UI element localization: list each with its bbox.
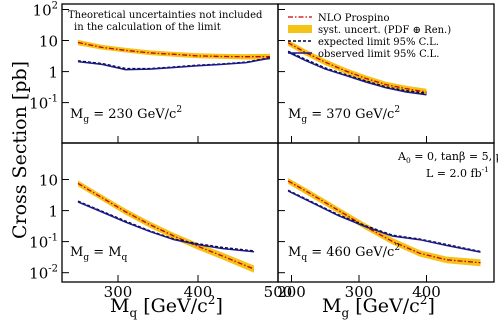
panel-bottom-right-frame: [277, 142, 495, 283]
params-line-1: A0 = 0, tanβ = 5, μ<0: [397, 150, 498, 165]
expected-limit-line: [77, 200, 255, 252]
panel-top-left: [77, 39, 271, 71]
y-tick-label: 1: [48, 203, 58, 221]
x-tick-label: 300: [345, 283, 374, 301]
x-axis-title-left: Mq [GeV/c2]: [110, 293, 223, 320]
note-line-1: Theoretical uncertainties not included: [68, 10, 263, 21]
theory-line: [287, 180, 481, 264]
panel-bottom-left-frame: [61, 142, 279, 283]
x-tick-label: 400: [184, 283, 213, 301]
panel-bottom-left: [77, 180, 255, 273]
y-tick-label: 10-2: [29, 264, 58, 283]
theory-line: [77, 182, 255, 270]
panel-label-bottom-right: Mq = 460 GeV/c2: [288, 243, 400, 263]
y-tick-label: 1: [48, 64, 58, 82]
x-tick-label: 200: [277, 283, 306, 301]
theory-line: [287, 42, 427, 93]
theory-line: [77, 41, 270, 58]
y-axis-title: Cross Section [pb]: [9, 61, 31, 239]
x-axis-title-right: Mg [GeV/c2]: [322, 293, 435, 320]
params-line-2: L = 2.0 fb-1: [426, 165, 489, 180]
legend: NLO Prospino syst. uncert. (PDF ⊕ Ren.) …: [288, 13, 451, 60]
panel-label-top-left: Mg = 230 GeV/c2: [70, 105, 182, 125]
x-tick-label: 300: [104, 283, 133, 301]
y-tick-label: 10: [39, 33, 58, 51]
legend-label-expected: expected limit 95% C.L.: [318, 37, 439, 48]
panel-bottom-right: [287, 178, 481, 267]
panel-label-bottom-left: Mg = Mq: [70, 245, 128, 263]
observed-limit-line: [287, 51, 427, 96]
band-area: [78, 180, 254, 273]
legend-swatch-band: [288, 25, 312, 33]
legend-label-band: syst. uncert. (PDF ⊕ Ren.): [318, 25, 451, 36]
observed-limit-line: [287, 190, 481, 253]
y-tick-label: 102: [33, 1, 58, 20]
expected-limit-line: [287, 50, 427, 95]
legend-label-observed: observed limit 95% C.L.: [318, 49, 439, 60]
legend-label-theory: NLO Prospino: [318, 13, 390, 24]
x-tick-label: 400: [412, 283, 441, 301]
y-tick-label: 10-1: [29, 94, 58, 113]
observed-limit-line: [77, 201, 255, 253]
panel-label-top-right: Mg = 370 GeV/c2: [288, 105, 400, 125]
x-tick-label: 500: [264, 283, 293, 301]
band-area: [78, 39, 270, 60]
y-tick-label: 10-1: [29, 233, 58, 252]
y-tick-label: 10: [39, 172, 58, 190]
note-line-2: in the calculation of the limit: [74, 22, 221, 33]
panel-top-right: [287, 39, 427, 96]
observed-limit-line: [77, 57, 271, 71]
